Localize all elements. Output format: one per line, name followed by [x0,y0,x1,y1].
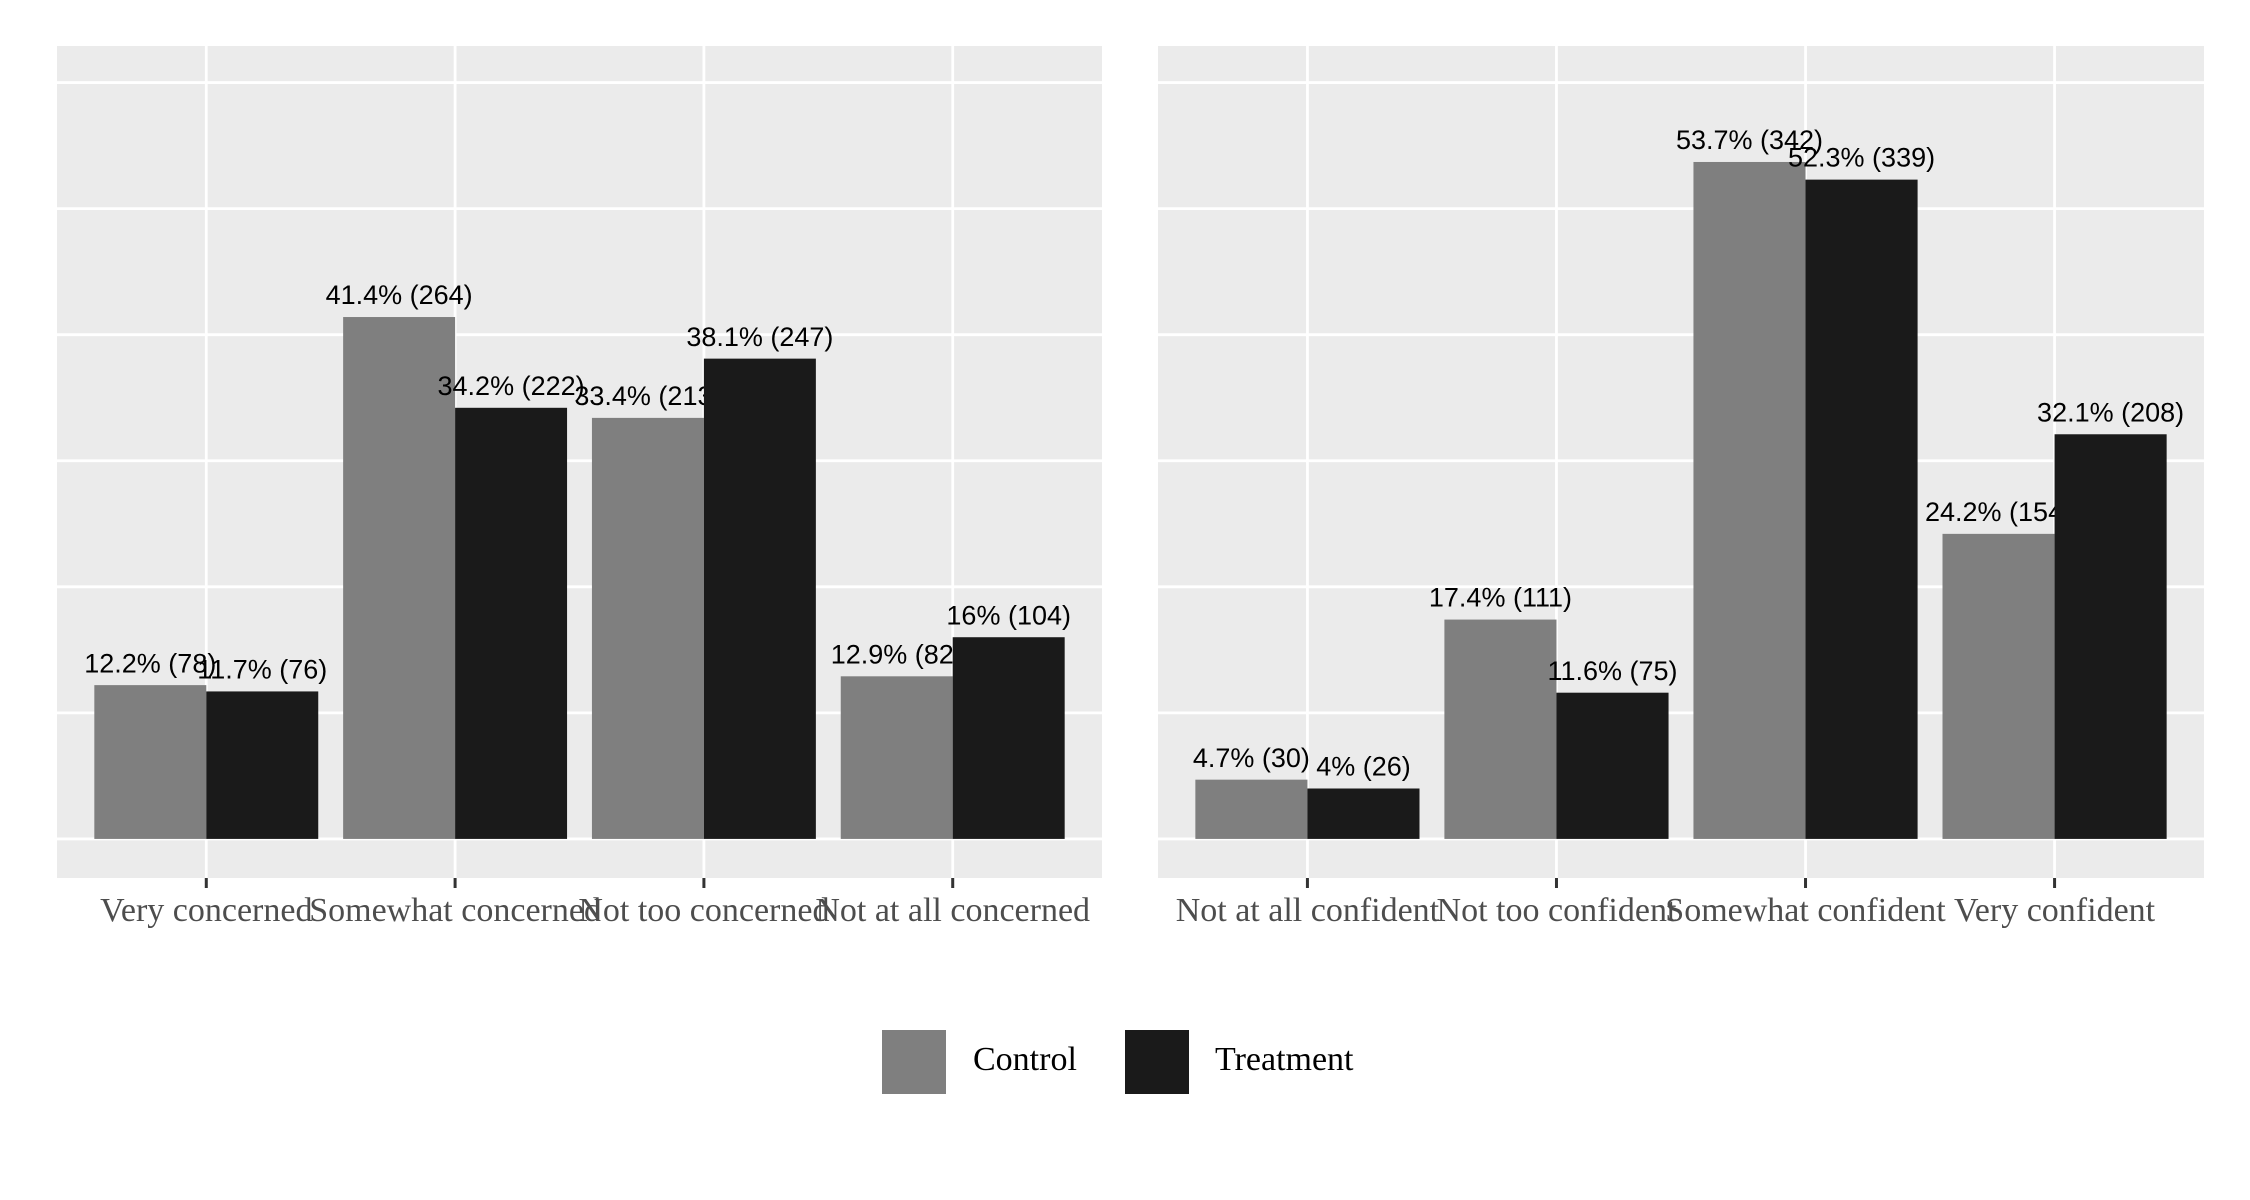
data-label: 11.6% (75) [1547,656,1677,686]
bar [94,685,207,839]
data-label: 12.9% (82) [831,639,963,669]
data-label: 4.7% (30) [1193,743,1310,773]
bar [1556,692,1669,839]
data-label: 53.7% (342) [1676,125,1823,155]
bar [2054,434,2167,839]
bar [455,407,568,839]
data-label: 4% (26) [1316,752,1411,782]
data-label: 33.4% (213) [574,381,721,411]
bar [1805,179,1918,839]
legend-label: Control [973,1041,1077,1078]
data-label: 17.4% (111) [1429,583,1572,613]
x-tick-label: Somewhat confident [1665,892,1946,929]
x-tick-label: Very confident [1954,892,2156,929]
data-label: 38.1% (247) [686,322,833,352]
legend-label: Treatment [1215,1041,1354,1078]
x-tick-label: Not at all concerned [815,892,1090,929]
bar [1942,533,2055,839]
bar [952,637,1065,839]
bar [591,417,704,839]
bar [206,691,319,839]
bar [1693,161,1806,839]
bar [343,317,456,839]
data-label: 41.4% (264) [326,280,473,310]
data-label: 16% (104) [946,600,1071,630]
data-label: 12.2% (78) [84,648,216,678]
x-tick-label: Not too confident [1437,892,1677,929]
data-label: 32.1% (208) [2037,397,2184,427]
bar [1195,779,1308,839]
bar [1444,619,1557,839]
data-label: 52.3% (339) [1788,143,1935,173]
bar [703,358,816,839]
data-label: 34.2% (222) [438,371,585,401]
bar [840,676,953,839]
data-label: 11.7% (76) [197,655,327,685]
legend-key [1123,1028,1191,1096]
x-tick-label: Very concerned [100,892,312,929]
bar [1307,788,1420,839]
legend-key [880,1028,948,1096]
x-tick-label: Not at all confident [1176,892,1440,929]
x-tick-label: Not too concerned [578,892,829,929]
data-label: 24.2% (154) [1925,497,2072,527]
x-tick-label: Somewhat concerned [309,892,601,929]
